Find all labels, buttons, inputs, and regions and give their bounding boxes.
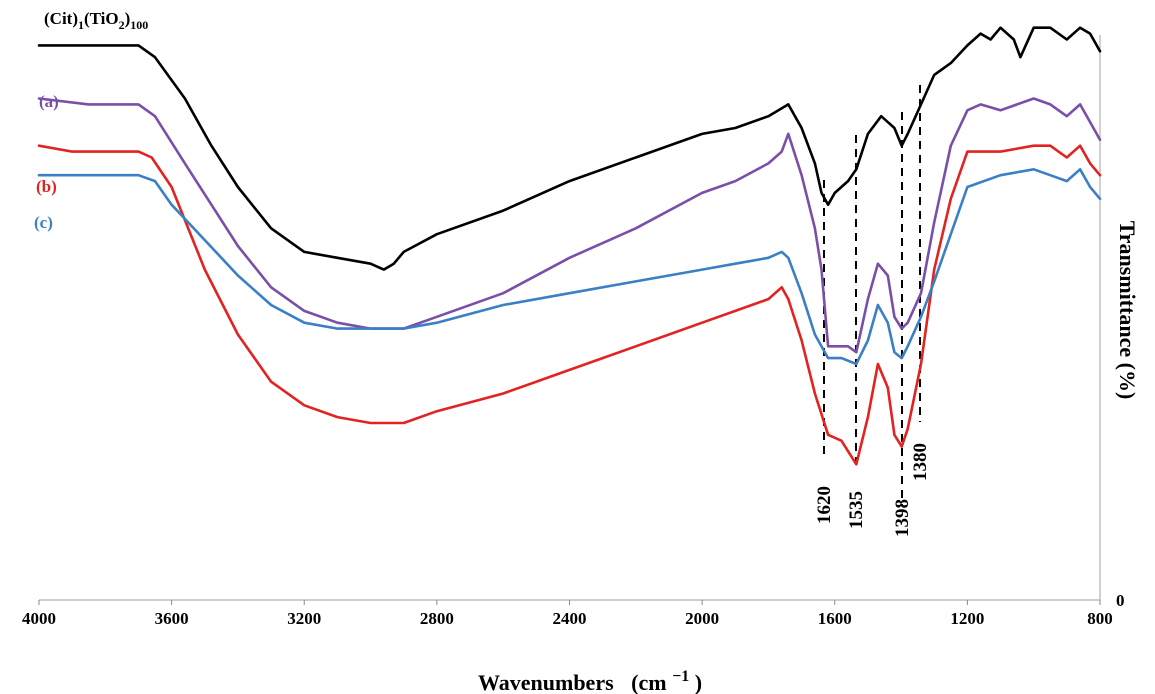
x-axis-title-close: ) xyxy=(695,670,702,694)
x-axis-title-unit: (cm xyxy=(631,670,666,694)
series-line-3 xyxy=(37,168,1102,366)
series-lines xyxy=(37,26,1102,466)
series-label-0: (Cit)1(TiO2)100 xyxy=(44,9,148,32)
peak-labels: 1620 1535 1398 1380 xyxy=(814,443,931,537)
x-tick-label: 4000 xyxy=(22,609,56,628)
peak-label-1535: 1535 xyxy=(846,491,867,529)
peak-markers xyxy=(823,85,921,505)
x-ticks: 4000 3600 3200 2800 2400 2000 1600 1200 800 xyxy=(22,600,1113,628)
x-tick-label: 2000 xyxy=(685,609,719,628)
series-label-3: (c) xyxy=(34,213,53,232)
series-line-1 xyxy=(37,97,1102,354)
peak-label-1380: 1380 xyxy=(910,443,931,481)
x-axis-title-main: Wavenumbers xyxy=(478,670,614,694)
x-tick-label: 2400 xyxy=(553,609,587,628)
axes: 4000 3600 3200 2800 2400 2000 1600 1200 800 xyxy=(22,35,1113,628)
x-tick-label: 3200 xyxy=(287,609,321,628)
x-tick-label: 2800 xyxy=(420,609,454,628)
x-axis-title-exponent: −1 xyxy=(672,668,689,685)
series-label-1: (a) xyxy=(39,92,59,111)
series-labels: (Cit)1(TiO2)100 (a) (b) (c) xyxy=(34,9,148,232)
x-axis-title: Wavenumbers (cm −1 ) xyxy=(478,661,702,694)
x-tick-label: 1200 xyxy=(950,609,984,628)
y-zero-tick-label: 0 xyxy=(1116,591,1125,610)
y-axis-title: Transmittance (%) xyxy=(1115,221,1140,400)
peak-label-1620: 1620 xyxy=(814,486,835,524)
series-label-2: (b) xyxy=(36,177,57,196)
series-line-0 xyxy=(37,26,1102,271)
series-line-2 xyxy=(37,144,1102,466)
x-tick-label: 1600 xyxy=(818,609,852,628)
x-tick-label: 3600 xyxy=(155,609,189,628)
peak-label-1398: 1398 xyxy=(892,499,913,537)
x-tick-label: 800 xyxy=(1087,609,1113,628)
